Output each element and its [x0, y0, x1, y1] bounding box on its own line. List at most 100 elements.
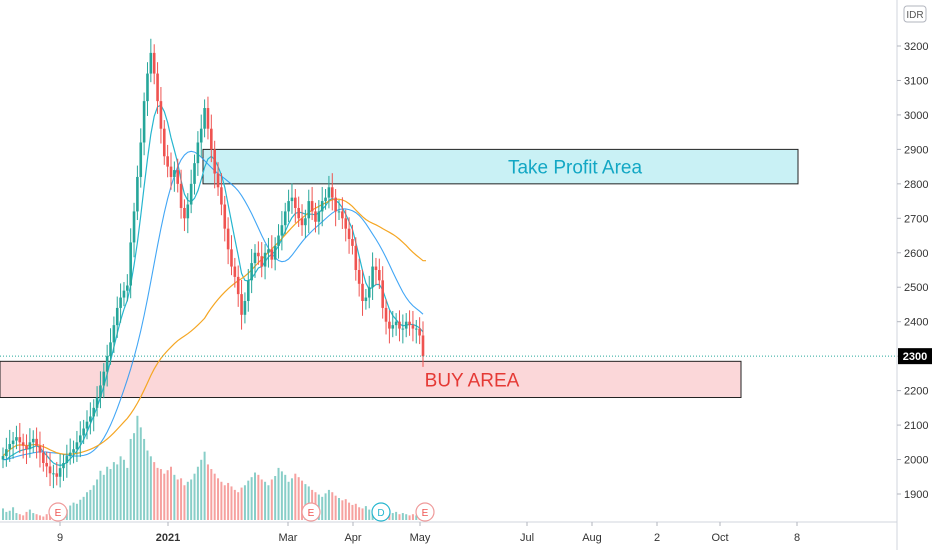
- candle-body: [119, 297, 122, 308]
- volume-bar: [42, 516, 45, 520]
- candle-body: [126, 285, 129, 291]
- volume-bar: [351, 504, 354, 520]
- volume-bar: [230, 486, 233, 520]
- volume-bar: [86, 492, 88, 520]
- zones-layer: Take Profit Area BUY AREA: [0, 148, 799, 399]
- candle-body: [176, 170, 180, 184]
- candle-body: [384, 307, 388, 322]
- price-tick-label: 2900: [904, 144, 928, 156]
- candle-body: [317, 211, 321, 222]
- price-tick-label: 2600: [904, 248, 928, 260]
- candle-body: [324, 197, 327, 202]
- candle-body: [78, 435, 82, 443]
- time-tick-label: 9: [57, 532, 63, 544]
- volume-bar: [25, 511, 28, 520]
- candle-body: [186, 204, 190, 219]
- earnings-marker[interactable]: [301, 502, 321, 522]
- volume-bar: [364, 506, 367, 520]
- candle-body: [210, 128, 213, 150]
- candle-body: [314, 211, 317, 222]
- volume-bar: [159, 469, 162, 520]
- candle-body: [31, 438, 35, 443]
- volume-bar: [163, 473, 166, 520]
- candle-body: [122, 290, 126, 298]
- time-tick-label: 2021: [156, 532, 180, 544]
- last-price-badge-bg: [898, 348, 932, 365]
- candle-body: [270, 249, 274, 260]
- volume-bar: [82, 496, 85, 520]
- candle-body: [267, 249, 270, 253]
- price-tick-label: 3100: [904, 75, 928, 87]
- earnings-marker-label: E: [308, 508, 315, 519]
- candle-body: [307, 201, 311, 219]
- volume-bar: [297, 477, 300, 520]
- volume-bar: [405, 514, 408, 520]
- volume-bar: [243, 485, 246, 520]
- candle-body: [327, 187, 331, 198]
- volume-layer: [2, 415, 424, 520]
- volume-bar: [358, 507, 361, 520]
- time-tick-label: Apr: [344, 532, 361, 544]
- candle-body: [240, 294, 243, 315]
- volume-bar: [301, 480, 304, 520]
- volume-bar: [277, 467, 280, 520]
- earnings-marker[interactable]: [415, 502, 435, 522]
- earnings-marker[interactable]: [48, 502, 68, 522]
- last-price-badge: 2300: [898, 348, 932, 365]
- time-tick-label: Mar: [279, 532, 298, 544]
- volume-bar: [324, 493, 327, 520]
- candle-body: [189, 183, 193, 205]
- price-tick-label: 2800: [904, 179, 928, 191]
- volume-bar: [237, 492, 240, 520]
- time-tick-label: Oct: [711, 532, 728, 544]
- candle-body: [236, 276, 240, 295]
- volume-bar: [18, 514, 21, 520]
- candle-body: [263, 252, 267, 267]
- volume-bar: [183, 485, 186, 520]
- volume-bar: [321, 496, 324, 520]
- currency-badge[interactable]: IDR: [903, 5, 927, 23]
- candle-body: [142, 101, 146, 143]
- volume-bar: [89, 489, 92, 520]
- volume-bar: [15, 513, 18, 520]
- candle-body: [310, 201, 314, 212]
- candle-body: [8, 444, 12, 450]
- price-axis[interactable]: 3200 3100 3000 2900 2800 2700 2600 2500 2400 2300…: [897, 41, 928, 501]
- volume-bar: [274, 476, 277, 520]
- candle-body: [99, 385, 102, 398]
- candle-body: [300, 218, 304, 226]
- volume-bar: [331, 492, 334, 520]
- dividend-marker[interactable]: [371, 502, 391, 522]
- candle-body: [28, 442, 32, 450]
- volume-bar: [126, 467, 129, 520]
- moving-average-slow: [2, 198, 426, 457]
- candle-body: [294, 197, 297, 208]
- volume-bar: [415, 515, 418, 520]
- buy-zone[interactable]: [0, 360, 742, 399]
- candle-body: [25, 445, 28, 450]
- candle-body: [334, 197, 337, 212]
- volume-bar: [348, 502, 351, 520]
- volume-bar: [210, 469, 213, 520]
- candle-body: [354, 245, 358, 270]
- volume-bar: [106, 466, 109, 520]
- candle-body: [179, 183, 183, 208]
- volume-bar: [22, 515, 25, 520]
- candle-body: [401, 328, 405, 330]
- candle-body: [394, 321, 398, 326]
- candle-body: [156, 73, 159, 102]
- last-price-label: 2300: [903, 351, 927, 363]
- volume-bar: [176, 479, 179, 520]
- take_profit-zone[interactable]: [202, 148, 799, 185]
- candle-body: [230, 249, 233, 267]
- price-tick-label: 2100: [904, 420, 928, 432]
- volume-bar: [270, 479, 273, 520]
- candle-body: [304, 218, 307, 226]
- volume-bar: [2, 508, 4, 520]
- volume-bar: [180, 478, 183, 520]
- volume-bar: [280, 471, 283, 520]
- time-axis[interactable]: 9 2021 Mar Apr May Jul Aug 2 Oct 8: [57, 522, 800, 544]
- candle-body: [253, 252, 257, 264]
